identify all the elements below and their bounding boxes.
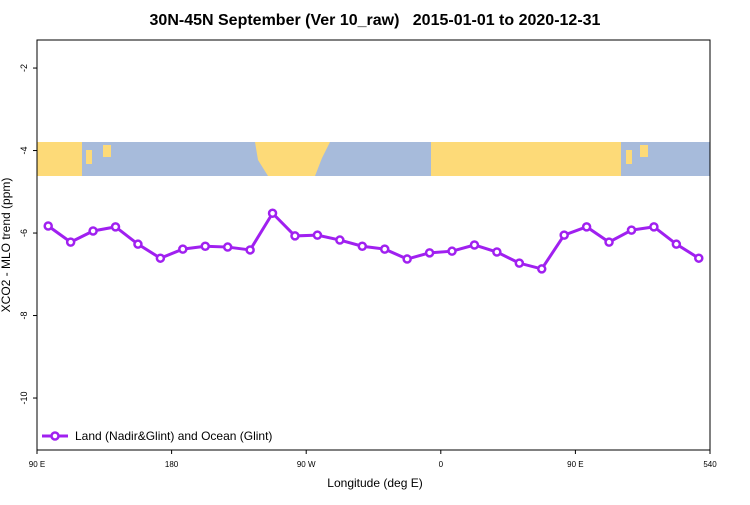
point	[110, 222, 121, 232]
point	[671, 239, 682, 249]
map-band	[37, 142, 710, 176]
y-axis-label: XCO2 - MLO trend (ppm)	[0, 178, 13, 313]
point	[649, 222, 659, 232]
x-tick-label: 90 E	[29, 460, 45, 469]
point	[88, 226, 98, 236]
x-tick-label: 0	[439, 460, 444, 469]
point	[581, 222, 592, 232]
point	[492, 247, 502, 257]
y-tick-label: -8	[19, 312, 29, 320]
point	[537, 264, 547, 274]
series-line	[47, 210, 700, 271]
point	[290, 231, 300, 241]
point	[357, 241, 368, 251]
point	[245, 245, 255, 255]
point	[514, 258, 525, 268]
point	[559, 230, 569, 240]
legend-marker	[50, 431, 60, 441]
point	[604, 237, 614, 247]
point	[447, 246, 457, 256]
point	[267, 208, 278, 218]
legend-label: Land (Nadir&Glint) and Ocean (Glint)	[75, 429, 272, 443]
point	[626, 225, 637, 235]
chart-title: 30N-45N September (Ver 10_raw) 2015-01-0…	[150, 12, 601, 29]
point	[155, 253, 166, 263]
x-axis-label: Longitude (deg E)	[327, 476, 422, 490]
point	[178, 244, 188, 254]
point	[133, 239, 143, 249]
point	[469, 240, 480, 250]
point	[335, 235, 345, 245]
y-tick-label: -10	[19, 392, 29, 405]
point	[402, 254, 412, 264]
point	[694, 253, 704, 263]
plot-frame	[36, 39, 711, 451]
point	[200, 241, 210, 251]
point	[65, 237, 76, 247]
x-tick-label: 180	[165, 460, 179, 469]
point	[222, 242, 233, 252]
point	[312, 230, 323, 240]
point	[379, 244, 390, 254]
x-tick-label: 540	[703, 460, 717, 469]
point	[424, 248, 435, 258]
x-tick-label: 90 E	[567, 460, 583, 469]
point	[43, 221, 53, 231]
y-tick-label: -6	[19, 229, 29, 237]
y-tick-label: -4	[19, 147, 29, 155]
x-tick-label: 90 W	[297, 460, 316, 469]
y-tick-label: -2	[19, 64, 29, 72]
